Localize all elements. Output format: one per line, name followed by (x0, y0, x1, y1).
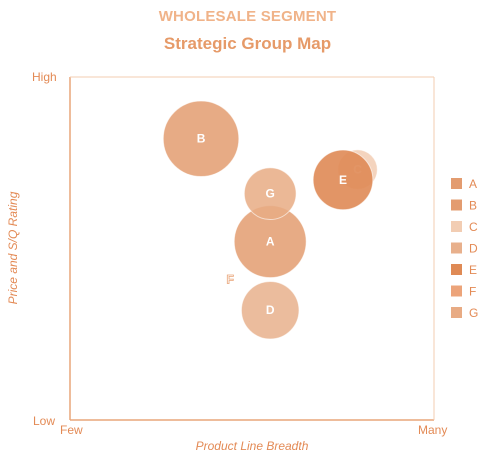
legend-swatch-c (451, 221, 462, 232)
y-axis-title: Price and S/Q Rating (6, 191, 20, 304)
y-tick-label-high: High (32, 70, 57, 84)
bubble-label-g: G (266, 187, 275, 201)
x-tick-label-many: Many (418, 423, 447, 437)
bubble-label-d: D (266, 303, 275, 317)
legend-label-e: E (469, 263, 477, 277)
bubble-label-b: B (197, 132, 206, 146)
x-tick-label-few: Few (60, 423, 83, 437)
legend-swatch-a (451, 178, 462, 189)
legend-swatch-g (451, 307, 462, 318)
legend-label-b: B (469, 199, 477, 213)
legend-label-d: D (469, 242, 478, 256)
chart-subtitle: Strategic Group Map (163, 34, 332, 53)
bubble-b (162, 100, 240, 178)
legend-label-a: A (469, 177, 477, 191)
bubble-e (312, 149, 374, 211)
x-axis-title: Product Line Breadth (196, 439, 309, 453)
chart-title: WHOLESALE SEGMENT (158, 8, 337, 25)
legend-swatch-e (451, 264, 462, 275)
legend-label-c: C (469, 220, 478, 234)
axes (69, 76, 435, 421)
y-tick-label-low: Low (33, 414, 55, 428)
bubble-label-f: F (226, 272, 233, 286)
legend-label-g: G (469, 306, 478, 320)
bubble-label-a: A (266, 235, 275, 249)
legend-label-f: F (469, 285, 476, 299)
bubble-d (240, 280, 300, 340)
legend-swatch-b (451, 199, 462, 211)
legend-swatch-d (451, 242, 462, 254)
bubble-g (243, 167, 297, 221)
bubble-label-e: E (339, 173, 347, 187)
legend-swatch-f (451, 285, 462, 297)
